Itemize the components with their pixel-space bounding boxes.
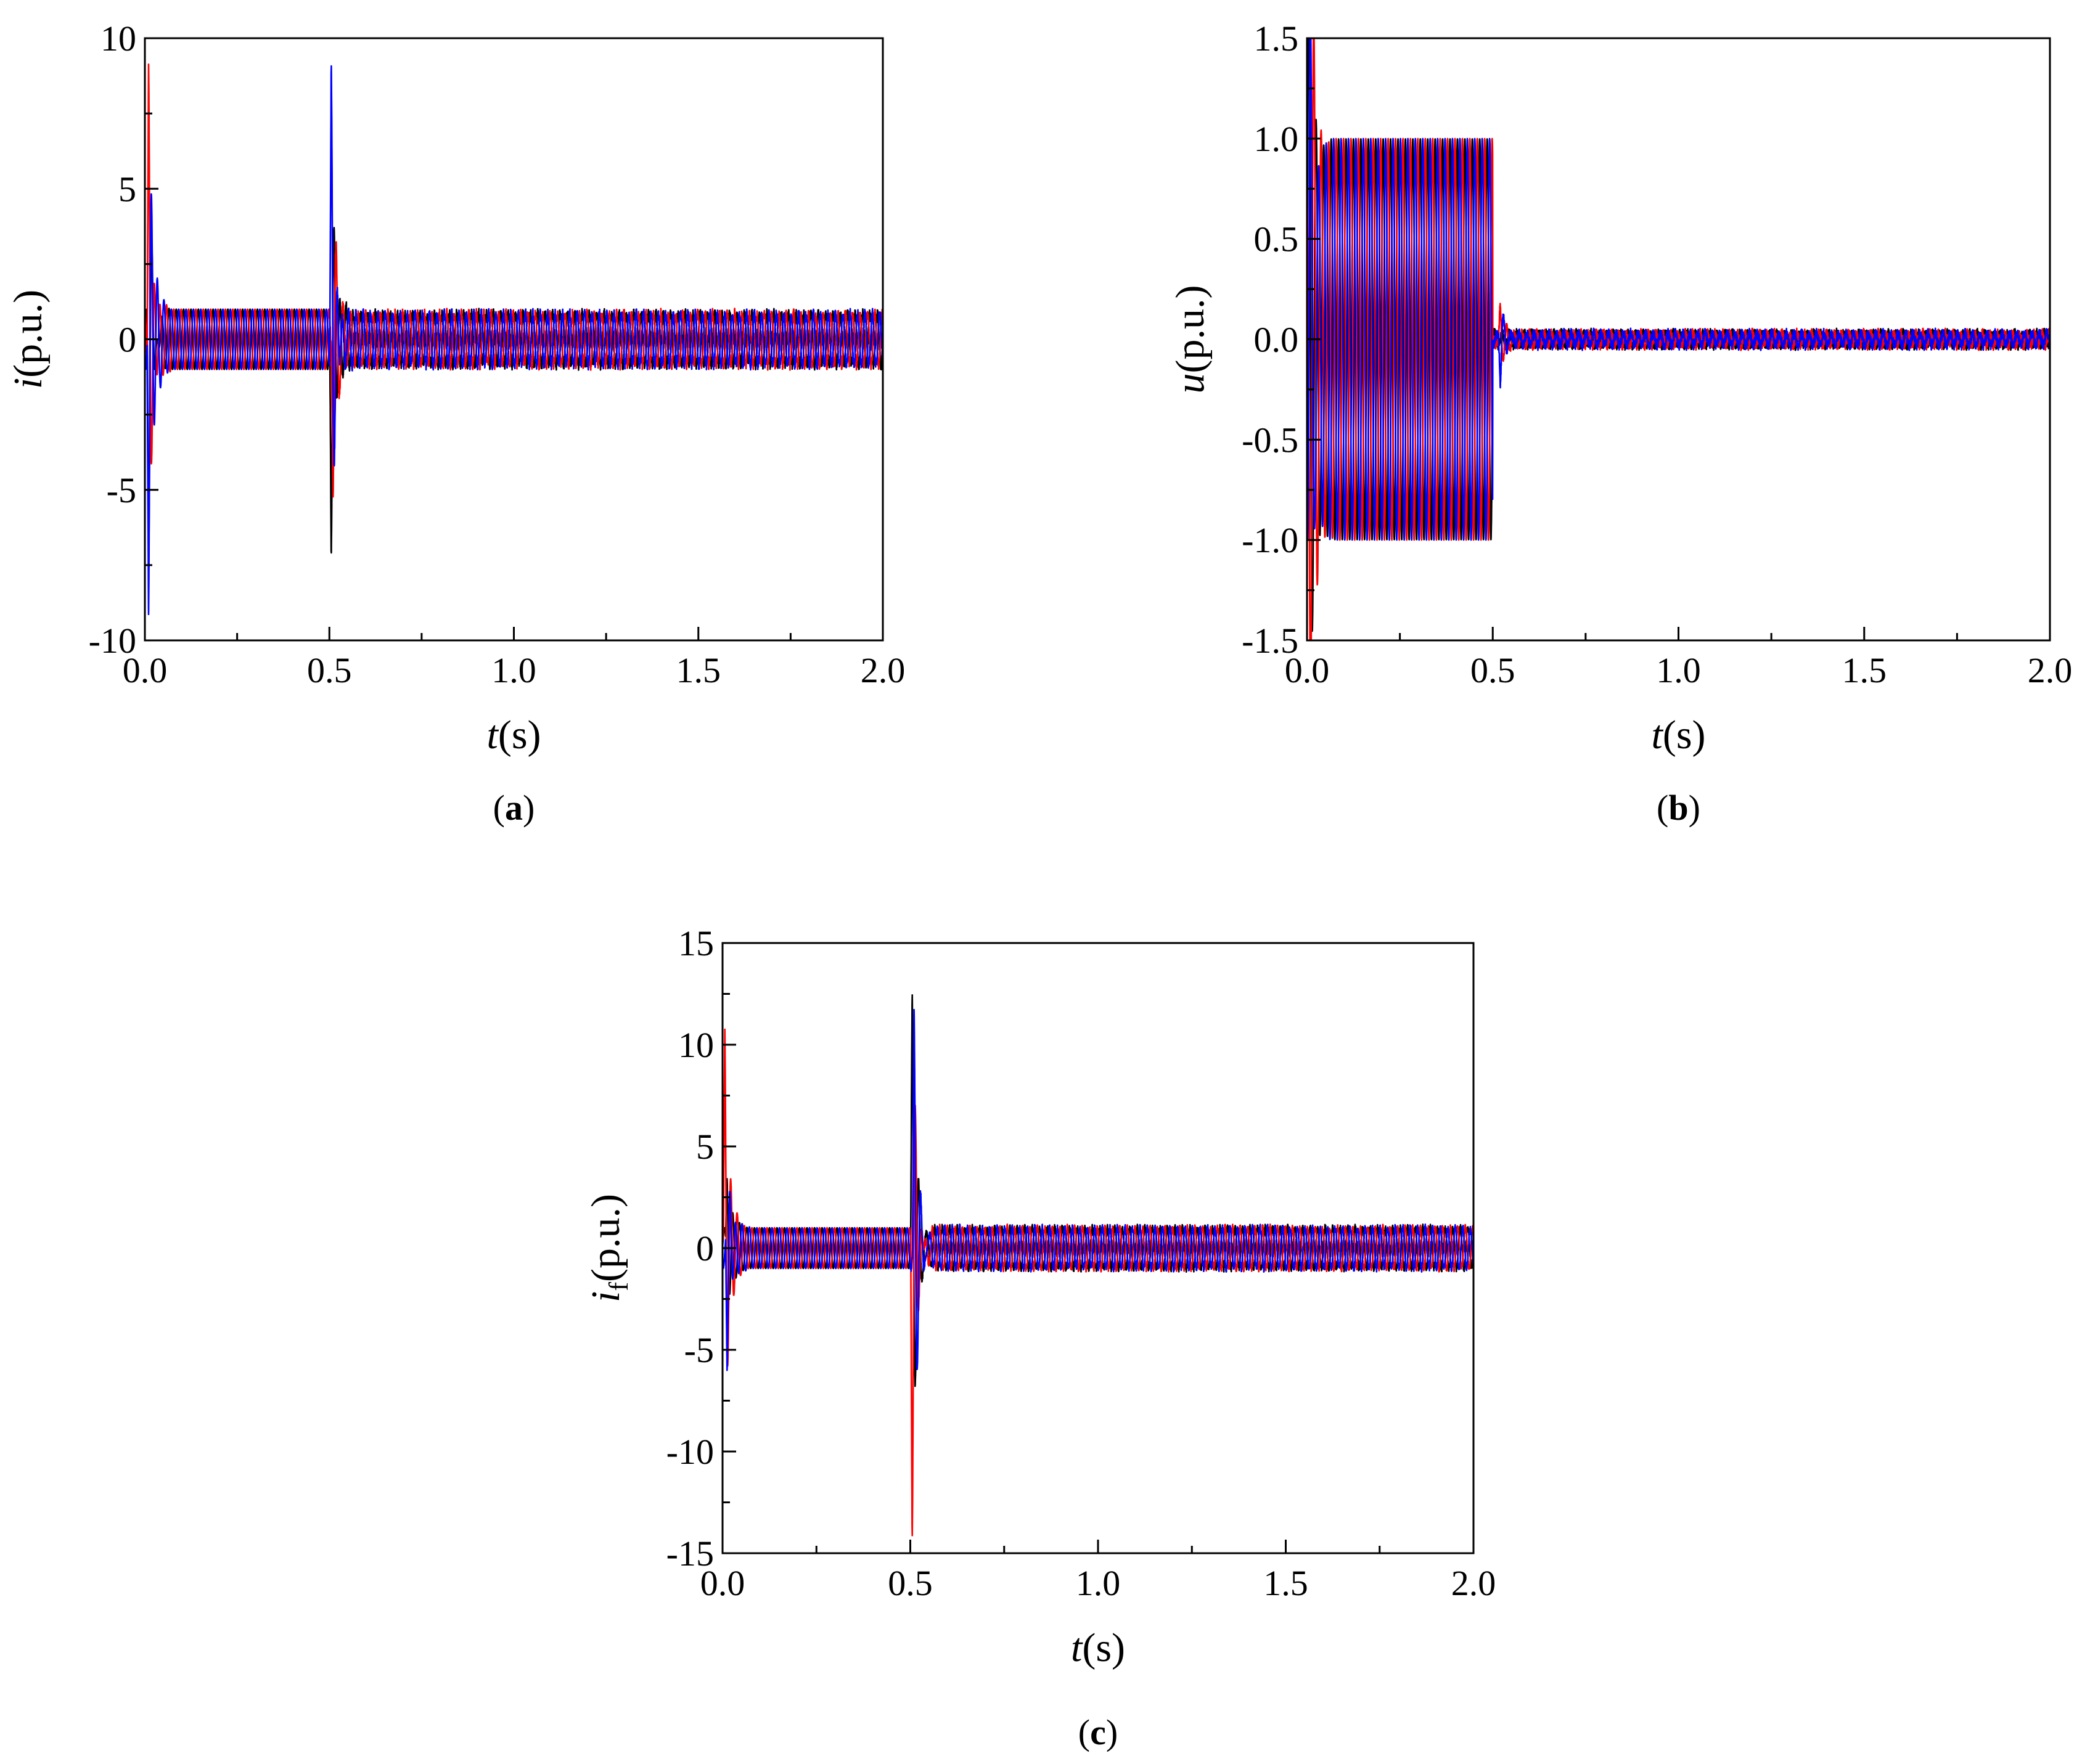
y-tick-label: 0.5 <box>1254 219 1299 259</box>
x-tick-label: 0.0 <box>700 1563 745 1603</box>
x-tick-label: 1.5 <box>676 650 721 690</box>
series-line-2 <box>145 63 883 498</box>
series-line-3 <box>145 65 883 615</box>
y-tick-label: -0.5 <box>1242 420 1298 460</box>
y-tick-label: -5 <box>107 470 136 510</box>
panel-label: (b) <box>1657 788 1700 828</box>
x-axis-label: t(s) <box>1071 1625 1125 1670</box>
y-tick-label: 0 <box>696 1228 714 1268</box>
plot-area <box>1307 38 2050 640</box>
x-tick-label: 1.0 <box>491 650 536 690</box>
y-tick-label: 1.5 <box>1254 18 1299 59</box>
x-tick-label: 0.0 <box>123 650 168 690</box>
x-tick-label: 0.5 <box>307 650 352 690</box>
y-axis-label: i(p.u.) <box>6 290 51 389</box>
y-tick-label: 0 <box>118 320 136 360</box>
y-tick-label: 5 <box>696 1127 714 1167</box>
y-tick-label: 1.0 <box>1254 119 1299 159</box>
x-tick-label: 1.5 <box>1842 650 1887 690</box>
y-tick-label: -5 <box>684 1330 714 1370</box>
chart-panel-a: 0.0 0.5 1.0 1.5 2.0 -10 -5 0 5 10 t(s) i(p.u.) (a) <box>6 18 905 828</box>
series-line-3 <box>723 1008 1473 1371</box>
x-tick-label: 2.0 <box>2028 650 2073 690</box>
series-line-2 <box>723 1028 1473 1537</box>
y-tick-label: -1.5 <box>1242 621 1298 661</box>
y-tick-label: 10 <box>100 18 136 59</box>
plot-area <box>145 63 883 615</box>
chart-panel-b: 0.0 0.5 1.0 1.5 2.0 -1.5 -1.0 -0.5 0.0 0.5 1.0 1.5 t… <box>1168 18 2073 828</box>
y-tick-label: -10 <box>89 621 136 661</box>
y-tick-label: -10 <box>666 1432 714 1472</box>
y-tick-label: 15 <box>678 923 714 963</box>
x-tick-label: 2.0 <box>1451 1563 1496 1603</box>
series-line-1 <box>723 994 1473 1387</box>
x-tick-label: 1.0 <box>1076 1563 1121 1603</box>
x-tick-label: 0.5 <box>1470 650 1515 690</box>
y-tick-label: 10 <box>678 1025 714 1065</box>
x-axis-label: t(s) <box>487 713 541 757</box>
plot-area <box>723 994 1473 1537</box>
x-tick-label: 1.5 <box>1263 1563 1308 1603</box>
panel-label: (a) <box>493 788 535 828</box>
x-tick-label: 0.5 <box>888 1563 933 1603</box>
x-tick-label: 2.0 <box>861 650 906 690</box>
panel-label: (c) <box>1078 1712 1118 1752</box>
y-tick-label: 5 <box>118 169 136 209</box>
x-axis-label: t(s) <box>1652 713 1706 757</box>
y-axis-label: u(p.u.) <box>1168 285 1213 394</box>
y-axis-label: if(p.u.) <box>583 1194 634 1302</box>
chart-panel-c: 0.0 0.5 1.0 1.5 2.0 -15 -10 -5 0 5 10 15 t(s) if(p.u.… <box>583 923 1496 1752</box>
x-tick-label: 0.0 <box>1285 650 1330 690</box>
x-tick-label: 1.0 <box>1656 650 1701 690</box>
series-line-1 <box>145 227 883 566</box>
series-line-3 <box>1307 38 2050 541</box>
y-tick-label: -1.0 <box>1242 520 1298 560</box>
y-tick-label: -15 <box>666 1533 714 1574</box>
y-tick-label: 0.0 <box>1254 320 1299 360</box>
